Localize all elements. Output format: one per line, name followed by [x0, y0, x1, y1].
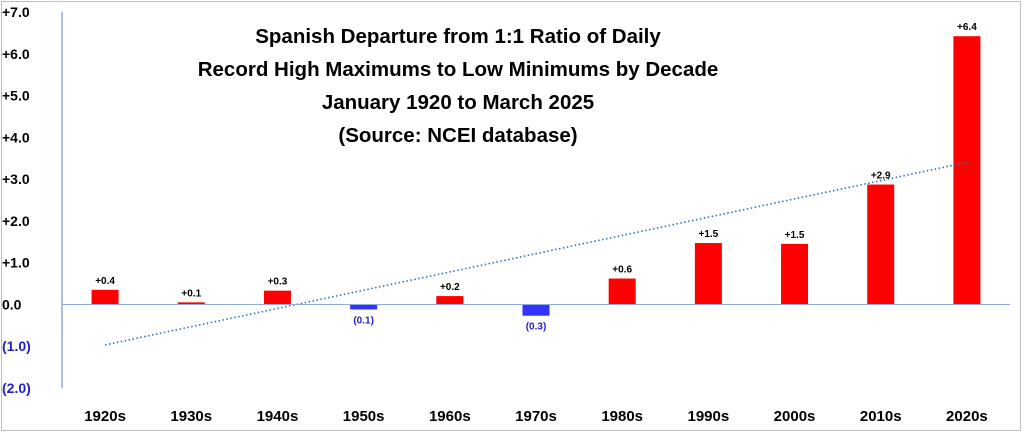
x-axis: 1920s 1930s 1940s 1950s 1960s 1970s 1980s 1990s… [62, 303, 1010, 425]
title-line: Spanish Departure from 1:1 Ratio of Dail… [255, 25, 661, 48]
y-tick-label: +6.0 [2, 46, 30, 62]
bar [436, 296, 464, 305]
chart-title: Spanish Departure from 1:1 Ratio of Dail… [198, 25, 719, 147]
bar [694, 243, 722, 305]
x-tick-label: 1920s [84, 408, 126, 425]
data-label: +2.9 [871, 171, 891, 182]
data-label: +1.5 [785, 230, 805, 241]
title-line: (Source: NCEI database) [338, 124, 577, 147]
title-line: January 1920 to March 2025 [322, 91, 594, 114]
bar [350, 304, 378, 310]
bar [953, 36, 981, 305]
y-tick-label: +5.0 [2, 88, 30, 104]
y-tick-label: (2.0) [2, 380, 31, 396]
bar [867, 184, 895, 305]
title-line: Record High Maximums to Low Minimums by … [198, 58, 719, 81]
bars [91, 36, 981, 316]
y-axis: +7.0 +6.0 +5.0 +4.0 +3.0 +2.0 +1.0 0.0 (1.0) (2.0… [2, 4, 63, 396]
x-tick-label: 1990s [688, 408, 730, 425]
data-label: (0.1) [353, 315, 374, 326]
data-label: +0.3 [268, 277, 288, 288]
y-tick-label: (1.0) [2, 338, 31, 354]
trendline [104, 161, 968, 346]
data-label: +0.2 [440, 282, 460, 293]
y-tick-label: +4.0 [2, 129, 30, 145]
x-tick-label: 1980s [601, 408, 643, 425]
y-tick-label: 0.0 [2, 296, 22, 312]
bar [263, 290, 291, 305]
bar [177, 302, 205, 305]
y-tick-label: +1.0 [2, 255, 30, 271]
x-tick-label: 1970s [515, 408, 557, 425]
y-tick-label: +7.0 [2, 4, 30, 20]
data-label: (0.3) [526, 322, 547, 333]
trend-line [104, 161, 968, 346]
bar [781, 243, 809, 305]
data-label: +6.4 [957, 22, 977, 33]
bar [91, 289, 119, 305]
x-tick-label: 1940s [257, 408, 299, 425]
x-tick-label: 2010s [860, 408, 902, 425]
x-tick-label: 2000s [774, 408, 816, 425]
data-label: +0.1 [181, 288, 201, 299]
x-tick-label: 1960s [429, 408, 471, 425]
bar [608, 278, 636, 305]
x-tick-label: 1950s [343, 408, 385, 425]
bar [522, 304, 550, 316]
y-tick-label: +2.0 [2, 213, 30, 229]
data-label: +0.6 [612, 265, 632, 276]
y-tick-label: +3.0 [2, 171, 30, 187]
data-labels: +0.4 +0.1 +0.3 (0.1) +0.2 (0.3) +0.6 +1.5 +1.5 +2… [95, 22, 977, 332]
data-label: +1.5 [698, 229, 718, 240]
data-label: +0.4 [95, 276, 115, 287]
x-tick-label: 2020s [946, 408, 988, 425]
x-tick-label: 1930s [170, 408, 212, 425]
